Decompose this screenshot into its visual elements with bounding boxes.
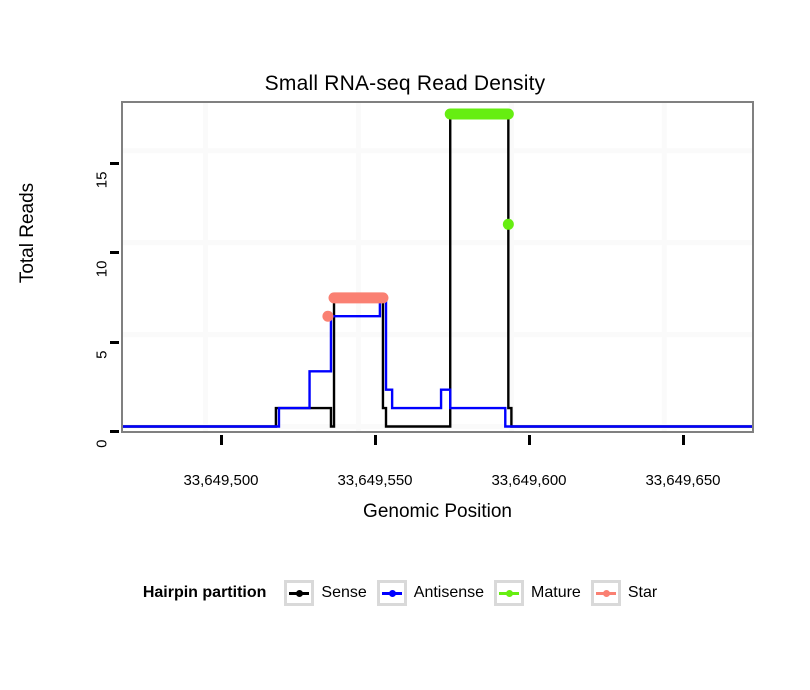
x-tick-mark-2 — [374, 435, 377, 445]
x-tick-label-1: 33,649,500 — [183, 472, 259, 489]
plot-svg — [123, 103, 752, 431]
x-tick-label-4: 33,649,650 — [645, 472, 721, 489]
line-marker-icon — [284, 580, 315, 606]
y-tick-label-5: 5 — [93, 350, 111, 359]
y-tick-mark-10 — [110, 251, 119, 254]
legend: Hairpin partition Sense Antisense Mature — [0, 580, 810, 606]
legend-dot — [506, 590, 514, 597]
gridlines — [123, 103, 752, 431]
legend-label-sense: Sense — [321, 584, 367, 601]
line-marker-icon — [494, 580, 525, 606]
x-tick-label-2: 33,649,550 — [337, 472, 413, 489]
x-tick-mark-1 — [220, 435, 223, 445]
data-series-layer — [123, 112, 752, 428]
line-marker-icon — [376, 580, 407, 606]
y-tick-label-15: 15 — [93, 171, 111, 189]
point-marker-star — [322, 310, 334, 322]
x-axis-title: Genomic Position — [363, 501, 512, 522]
page-title: Small RNA-seq Read Density — [264, 72, 546, 95]
legend-dot — [296, 590, 304, 597]
x-tick-mark-3 — [528, 435, 531, 445]
line-marker-icon — [590, 580, 621, 606]
x-tick-label-3: 33,649,600 — [491, 472, 567, 489]
legend-entry-sense[interactable]: Sense — [284, 580, 367, 606]
legend-dot — [388, 590, 396, 597]
plot-area — [121, 101, 754, 433]
y-tick-label-10: 10 — [93, 260, 111, 278]
y-tick-mark-0 — [110, 430, 119, 433]
point-marker-mature — [502, 218, 514, 230]
legend-label-mature: Mature — [531, 584, 581, 601]
legend-entry-star[interactable]: Star — [590, 580, 658, 606]
legend-entry-antisense[interactable]: Antisense — [376, 580, 485, 606]
annotation-marker-layer — [322, 108, 514, 322]
legend-label-antisense: Antisense — [413, 584, 485, 601]
series-line-antisense — [123, 296, 752, 428]
legend-label-star: Star — [627, 584, 658, 601]
x-tick-mark-4 — [682, 435, 685, 445]
y-tick-label-0: 0 — [93, 439, 111, 448]
series-line-sense — [123, 112, 752, 428]
legend-dot — [602, 590, 610, 597]
legend-entry-mature[interactable]: Mature — [494, 580, 581, 606]
y-axis-title: Total Reads — [17, 182, 38, 284]
legend-title: Hairpin partition — [142, 584, 267, 601]
y-tick-mark-15 — [110, 162, 119, 165]
y-tick-mark-5 — [110, 341, 119, 344]
